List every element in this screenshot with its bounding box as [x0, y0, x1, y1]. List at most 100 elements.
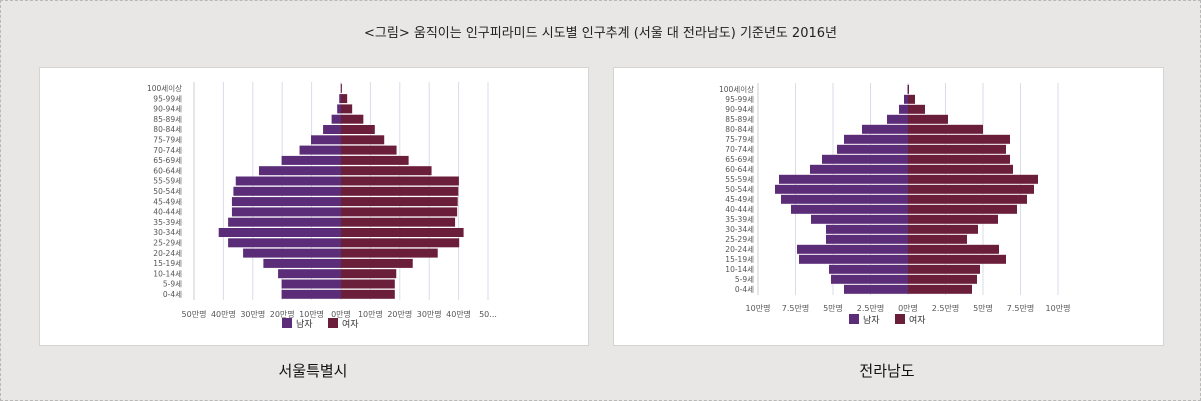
page-title: <그림> 움직이는 인구피라미드 시도별 인구추계 (서울 대 전라남도) 기준… [364, 26, 837, 41]
bar-male [899, 104, 908, 114]
y-tick-label: 65-69세 [725, 155, 754, 164]
y-tick-label: 25-29세 [725, 235, 754, 244]
bar-female [341, 258, 413, 268]
x-tick-label: 20만명 [270, 309, 295, 319]
bar-female [341, 238, 460, 248]
bar-female [341, 104, 353, 114]
y-tick-label: 10-14세 [725, 265, 754, 274]
bar-female [908, 244, 999, 254]
bar-female [341, 228, 464, 237]
y-tick-label: 50-54세 [725, 185, 754, 194]
bar-female [341, 289, 395, 299]
y-tick-label: 40-44세 [153, 208, 182, 217]
bar-female [341, 279, 395, 289]
bar-female [908, 124, 983, 134]
bar-male [281, 155, 341, 165]
y-tick-label: 50-54세 [153, 187, 182, 196]
bar-male [797, 244, 908, 254]
bar-male [243, 248, 341, 258]
bar-female [908, 284, 972, 294]
bar-male [829, 264, 908, 274]
bar-female [908, 114, 948, 124]
bar-male [228, 217, 341, 227]
bar-male [810, 164, 908, 174]
bar-male [228, 238, 341, 248]
legend-label-female: 여자 [342, 318, 359, 330]
bar-female [341, 114, 364, 124]
x-tick-label: 0만명 [898, 303, 918, 313]
y-tick-label: 80-84세 [725, 125, 754, 134]
y-tick-label: 30-34세 [725, 225, 754, 234]
chart-caption-seoul: 서울특별시 [278, 362, 348, 380]
y-tick-label: 60-64세 [153, 166, 182, 175]
legend-label-male: 남자 [863, 315, 880, 326]
chart-panel-seoul: 50만명 40만명 30만명 20만명 10만명 0만명 10만명 20만명 30만명 40만명 5… [39, 67, 589, 346]
y-tick-label: 75-79세 [725, 135, 754, 144]
bar-male [231, 207, 341, 217]
bar-male [323, 125, 341, 134]
bar-male [235, 176, 341, 186]
y-tick-label: 0-4세 [735, 285, 754, 294]
y-tick-label: 25-29세 [153, 239, 182, 248]
x-tick-label: 30만명 [240, 309, 265, 319]
x-tick-label: 2.5만명 [932, 303, 959, 313]
bar-female [908, 144, 1006, 154]
legend-swatch-female [328, 318, 338, 328]
y-tick-label: 35-39세 [725, 215, 754, 224]
y-tick-label: 90-94세 [153, 105, 182, 114]
bar-female [908, 264, 980, 274]
x-tick-label: 7.5만명 [1007, 303, 1034, 313]
bar-female [908, 94, 915, 104]
bar-female [908, 234, 967, 244]
bar-male [844, 284, 908, 294]
legend-label-female: 여자 [909, 314, 926, 326]
bar-female [908, 274, 977, 284]
bar-female [341, 94, 348, 104]
y-tick-label: 90-94세 [725, 105, 754, 114]
y-tick-label: 100세이상 [719, 84, 754, 94]
bar-male [281, 279, 341, 289]
y-tick-label: 35-39세 [153, 218, 182, 227]
bar-female [908, 224, 978, 234]
bar-male [311, 135, 341, 145]
bar-female [908, 214, 998, 224]
bar-female [908, 84, 909, 94]
bar-female [908, 184, 1034, 194]
x-tick-label: 20만명 [387, 309, 412, 319]
bar-male [775, 184, 908, 194]
x-tick-label: 10만명 [358, 309, 383, 319]
y-tick-label: 55-59세 [725, 175, 754, 184]
x-tick-label: 10만명 [746, 303, 771, 313]
bar-female [341, 197, 458, 207]
bar-male [337, 104, 341, 114]
y-tick-label: 10-14세 [153, 269, 182, 278]
bar-male [837, 144, 908, 154]
bar-male [339, 94, 341, 104]
bar-male [218, 228, 341, 237]
y-tick-label: 5-9세 [163, 280, 182, 289]
x-tick-label: 40만명 [446, 309, 471, 319]
y-tick-label: 80-84세 [153, 125, 182, 134]
bar-female [341, 217, 456, 227]
y-tick-label: 85-89세 [153, 115, 182, 124]
x-tick-label: 50... [479, 310, 497, 319]
bar-female [908, 194, 1027, 204]
bar-male [781, 194, 908, 204]
x-tick-label: 10만명 [299, 309, 324, 319]
bar-female [341, 269, 397, 279]
y-tick-label: 95-99세 [725, 95, 754, 104]
y-tick-label: 40-44세 [725, 205, 754, 214]
bar-male [231, 197, 341, 207]
bar-male [826, 224, 908, 234]
bar-female [341, 166, 432, 176]
bar-male [281, 289, 341, 299]
chart-caption-jeonnam: 전라남도 [859, 362, 915, 380]
bar-male [822, 154, 908, 164]
bar-female [341, 176, 459, 186]
y-tick-label: 75-79세 [153, 136, 182, 145]
x-tick-label: 50만명 [182, 309, 207, 319]
bar-female [341, 145, 397, 155]
y-tick-label: 45-49세 [153, 197, 182, 206]
bar-male [233, 186, 341, 196]
bar-female [908, 154, 1010, 164]
